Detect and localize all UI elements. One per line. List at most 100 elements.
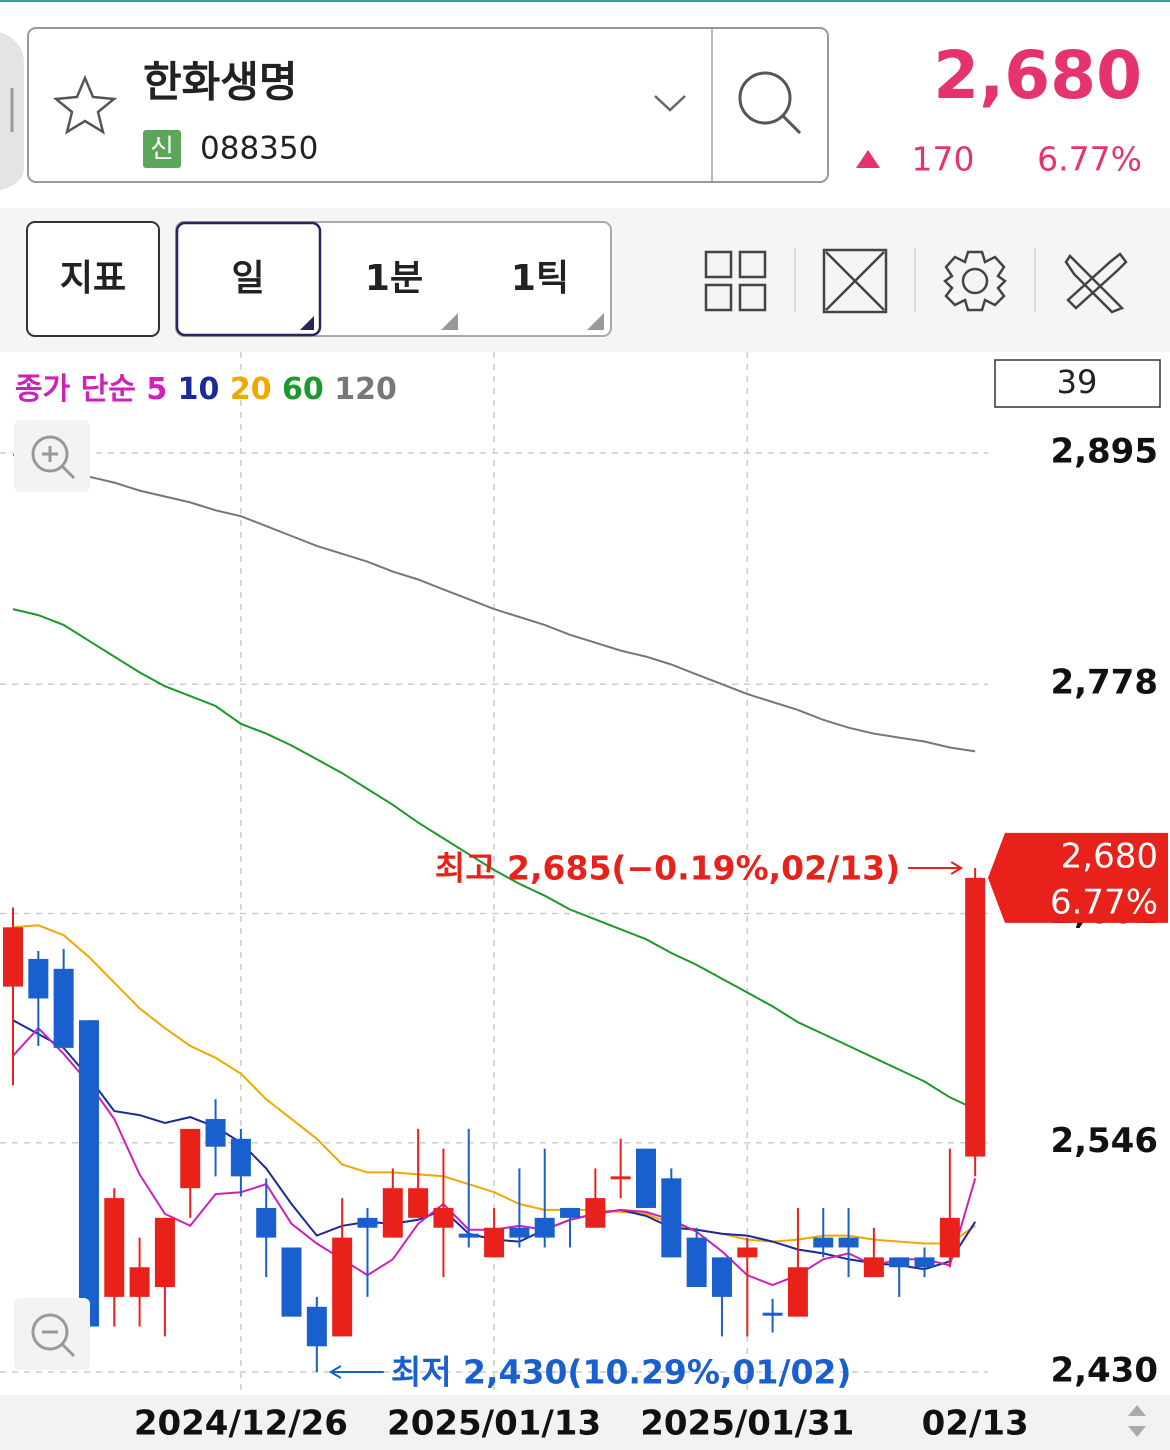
settings-icon[interactable] xyxy=(943,250,1007,312)
stock-name: 한화생명 xyxy=(143,58,298,107)
y-tick-label: 2,430 xyxy=(1050,1351,1158,1391)
badge: 신 xyxy=(150,135,174,165)
legend: 종가 단순 5 10 20 60 120 xyxy=(15,372,397,407)
ma-line xyxy=(12,454,976,753)
zoom-out-icon xyxy=(31,1313,69,1351)
candle-body xyxy=(762,1312,783,1316)
candle-body xyxy=(889,1257,910,1268)
up-triangle xyxy=(856,150,880,168)
search-icon-handle xyxy=(781,114,802,135)
ma-line xyxy=(12,924,976,1245)
corner-mark xyxy=(300,316,314,330)
last-price: 2,680 xyxy=(1061,836,1158,876)
tools-icon[interactable] xyxy=(1064,252,1128,314)
candle-body xyxy=(863,1257,884,1278)
date-axis-bar xyxy=(0,1395,1170,1450)
candle-body xyxy=(382,1188,403,1238)
candle-body xyxy=(357,1217,378,1228)
y-tick-label: 2,546 xyxy=(1050,1121,1158,1161)
x-tick-label: 2025/01/31 xyxy=(640,1404,854,1444)
candle-count: 39 xyxy=(1057,363,1098,401)
candle-body xyxy=(104,1198,125,1297)
stock-code: 088350 xyxy=(200,131,318,167)
candle-body xyxy=(813,1237,834,1248)
corner-mark xyxy=(587,313,604,330)
candle-body xyxy=(28,958,49,999)
candle-body xyxy=(332,1237,353,1337)
legend-entry: 20 xyxy=(230,372,272,407)
zoom-out-button[interactable] xyxy=(14,1298,90,1370)
zoom-out-icon xyxy=(42,1330,76,1358)
legend-entry: 60 xyxy=(282,372,324,407)
low-annotation: 최저 2,430(10.29%,01/02) xyxy=(391,1353,852,1392)
indicator-button[interactable] xyxy=(26,221,160,337)
candle-body xyxy=(585,1198,606,1228)
period-selected[interactable] xyxy=(175,221,322,337)
legend-entry: 10 xyxy=(178,372,220,407)
candle-body xyxy=(408,1188,429,1218)
candle-body xyxy=(636,1148,656,1208)
last-change-rate: 6.77% xyxy=(1050,882,1158,922)
favorite-star[interactable] xyxy=(52,74,118,135)
candle-body xyxy=(737,1247,758,1258)
period-tick[interactable]: 1틱 xyxy=(511,258,569,299)
zoom-in-icon xyxy=(42,446,76,480)
x-tick-label: 2025/01/13 xyxy=(387,1404,601,1444)
y-tick-label: 2,895 xyxy=(1050,432,1158,472)
last-price-tag xyxy=(988,832,1168,923)
zoom-in-icon xyxy=(31,435,69,473)
legend-entry: 5 xyxy=(146,372,167,407)
candle-body xyxy=(256,1207,277,1238)
candle-body xyxy=(180,1128,201,1189)
candle-body xyxy=(965,877,986,1157)
candle-body xyxy=(509,1227,530,1238)
scroll-arrows[interactable] xyxy=(1128,1405,1146,1437)
price-change-rate: 6.77% xyxy=(1037,140,1142,179)
legend-entry: 120 xyxy=(334,372,397,407)
candle-body xyxy=(610,1176,631,1180)
candle-body xyxy=(787,1267,808,1317)
zoom-in-button[interactable] xyxy=(14,420,90,492)
candle-body xyxy=(3,927,23,987)
candle-body xyxy=(306,1306,327,1347)
current-price: 2,680 xyxy=(933,37,1142,114)
high-annotation: 최고 2,685(−0.19%,02/13) xyxy=(435,849,900,888)
candle-body xyxy=(230,1138,251,1177)
candle-body xyxy=(205,1119,226,1147)
period-day[interactable]: 일 xyxy=(231,258,264,299)
indicator-label: 지표 xyxy=(60,258,126,299)
candle-body xyxy=(154,1217,175,1288)
search-box[interactable] xyxy=(27,27,829,183)
candle-body xyxy=(281,1247,302,1317)
candle-body xyxy=(433,1207,454,1228)
x-tick-label: 2024/12/26 xyxy=(134,1404,348,1444)
candle-body xyxy=(838,1237,859,1248)
candle-body xyxy=(661,1178,682,1258)
period-minute[interactable]: 1분 xyxy=(365,258,423,299)
candle-body xyxy=(458,1233,479,1238)
candle-body xyxy=(53,968,74,1048)
candle-body xyxy=(560,1207,581,1218)
x-tick-label: 02/13 xyxy=(922,1404,1029,1444)
dropdown-chevron[interactable] xyxy=(654,95,686,112)
candle-body xyxy=(129,1267,150,1297)
layout-icon[interactable] xyxy=(704,250,767,312)
high-arrow xyxy=(908,861,964,875)
candle-body xyxy=(686,1237,707,1288)
corner-mark xyxy=(441,313,458,330)
count-box xyxy=(994,359,1161,408)
ma-line xyxy=(12,608,976,1111)
candle-body xyxy=(939,1217,960,1258)
candle-body xyxy=(534,1217,555,1238)
price-change: 170 xyxy=(912,140,975,179)
search-icon[interactable] xyxy=(738,71,792,125)
candle-body xyxy=(711,1257,732,1297)
candle-body xyxy=(484,1227,505,1258)
y-tick-label: 2,778 xyxy=(1050,663,1158,703)
badge-bg xyxy=(143,130,181,168)
expand-icon[interactable] xyxy=(822,248,888,314)
candle-body xyxy=(78,1020,99,1327)
legend-entry: 종가 단순 xyxy=(15,372,136,407)
